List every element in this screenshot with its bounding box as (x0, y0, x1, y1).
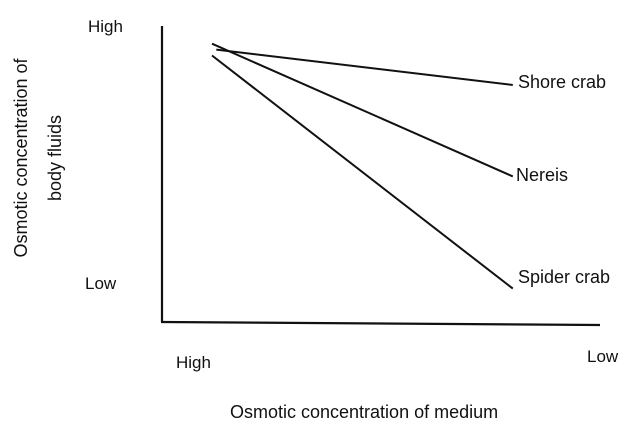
y-axis-title-line-2: body fluids (45, 115, 65, 201)
series-label-spider-crab: Spider crab (518, 267, 610, 287)
series-labels: Shore crab Nereis Spider crab (516, 72, 610, 287)
series-line-nereis (211, 42, 514, 178)
y-tick-label-low: Low (85, 274, 117, 293)
x-ticks: High Low (176, 347, 619, 372)
series-line-spider-crab (211, 54, 514, 290)
x-tick-label-high: High (176, 353, 211, 372)
x-axis-line (160, 320, 601, 327)
axes (160, 26, 601, 327)
y-ticks: High Low (85, 17, 123, 293)
y-axis-title: Osmotic concentration of body fluids (11, 57, 65, 257)
series-lines (211, 42, 514, 290)
x-tick-label-low: Low (587, 347, 619, 366)
series-line-shore-crab (216, 48, 513, 86)
x-axis-title: Osmotic concentration of medium (230, 402, 498, 422)
y-tick-label-high: High (88, 17, 123, 36)
series-label-nereis: Nereis (516, 165, 568, 185)
y-axis-title-line-1: Osmotic concentration of (11, 57, 31, 257)
series-label-shore-crab: Shore crab (518, 72, 606, 92)
